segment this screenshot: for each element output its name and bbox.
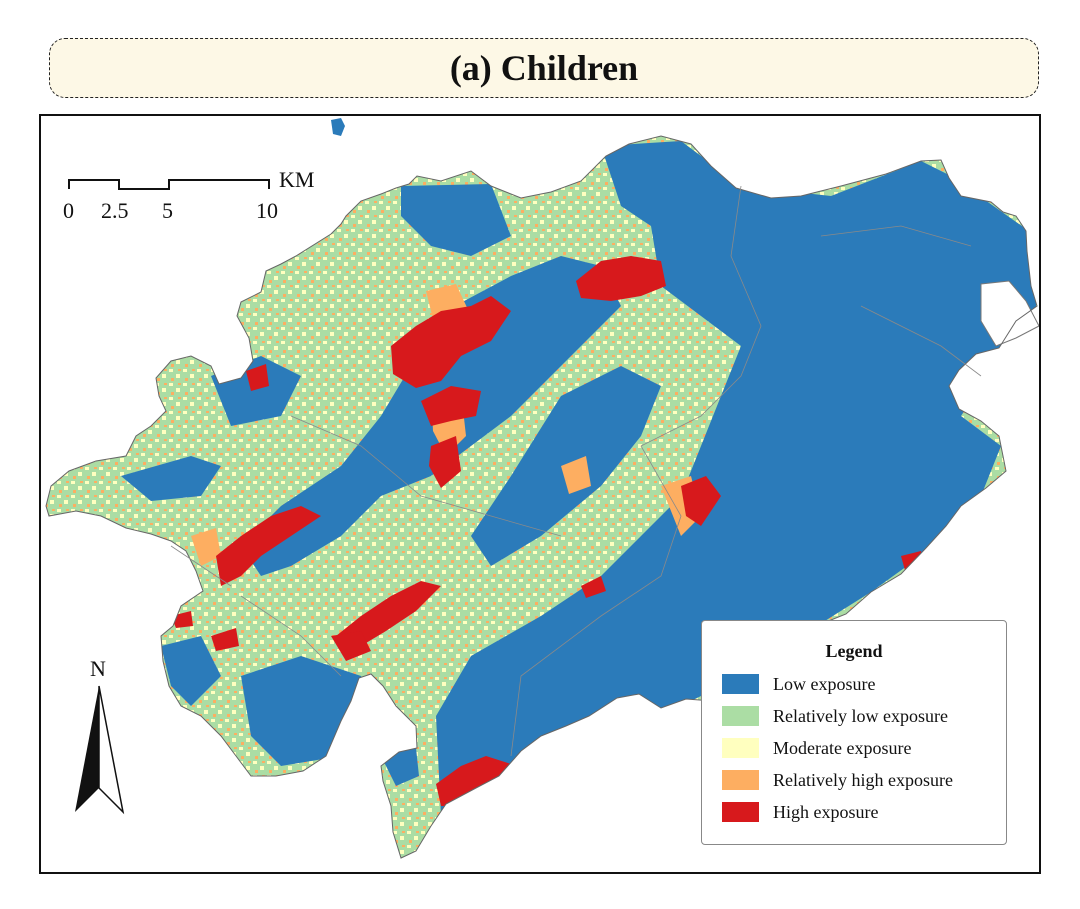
title-banner: (a) Children [49, 38, 1039, 98]
legend-item-high: High exposure [722, 801, 878, 823]
legend-item-relatively-low: Relatively low exposure [722, 705, 948, 727]
district-boundaries [170, 185, 982, 757]
scale-bar-graphic [68, 179, 270, 190]
legend-swatch-relatively-low [722, 706, 759, 726]
legend-label-relatively-high: Relatively high exposure [773, 769, 953, 790]
legend-item-moderate: Moderate exposure [722, 737, 911, 759]
water-area [980, 280, 1039, 347]
legend-label-low: Low exposure [773, 673, 876, 694]
scale-unit: KM [279, 167, 315, 192]
north-arrow-icon [75, 685, 125, 815]
north-label: N [90, 656, 106, 681]
scale-tick-5: 5 [162, 198, 173, 223]
legend-swatch-low [722, 674, 759, 694]
legend-box: Legend Low exposure Relatively low expos… [701, 620, 1007, 845]
legend-item-low: Low exposure [722, 673, 875, 695]
legend-title: Legend [825, 641, 883, 661]
scale-tick-10: 10 [256, 198, 278, 223]
legend-label-high: High exposure [773, 801, 879, 822]
scale-tick-2-5: 2.5 [101, 198, 129, 223]
legend-item-relatively-high: Relatively high exposure [722, 769, 953, 791]
legend-swatch-high [722, 802, 759, 822]
legend-swatch-relatively-high [722, 770, 759, 790]
map-frame: 0 2.5 5 10 KM N [39, 114, 1041, 874]
legend-label-relatively-low: Relatively low exposure [773, 705, 948, 726]
scale-bar: 0 2.5 5 10 KM [63, 167, 314, 223]
legend-label-moderate: Moderate exposure [773, 737, 912, 758]
scale-tick-0: 0 [63, 198, 74, 223]
exposure-map [45, 118, 1039, 859]
map-title: (a) Children [449, 48, 639, 88]
legend-swatch-moderate [722, 738, 759, 758]
islet-shape [331, 118, 345, 136]
